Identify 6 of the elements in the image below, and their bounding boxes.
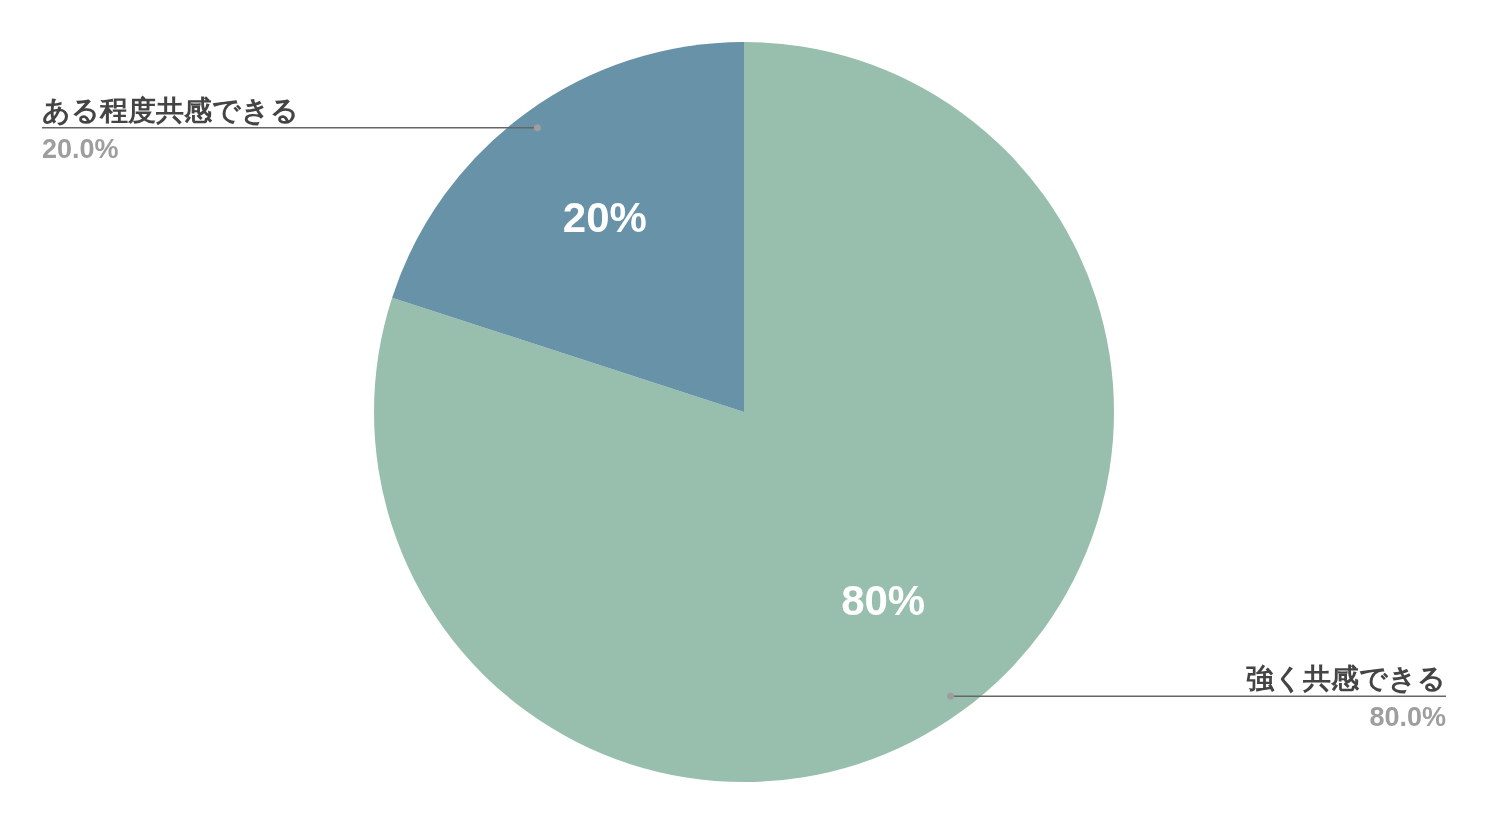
text: 80.0% <box>1369 702 1446 733</box>
data-label: 80% <box>841 577 926 625</box>
slice-label: 強く共感できる <box>1246 663 1446 695</box>
data-label: 20% <box>562 194 647 241</box>
text: 20.0% <box>42 133 119 164</box>
slice-label: ある程度共感できる <box>42 94 299 126</box>
